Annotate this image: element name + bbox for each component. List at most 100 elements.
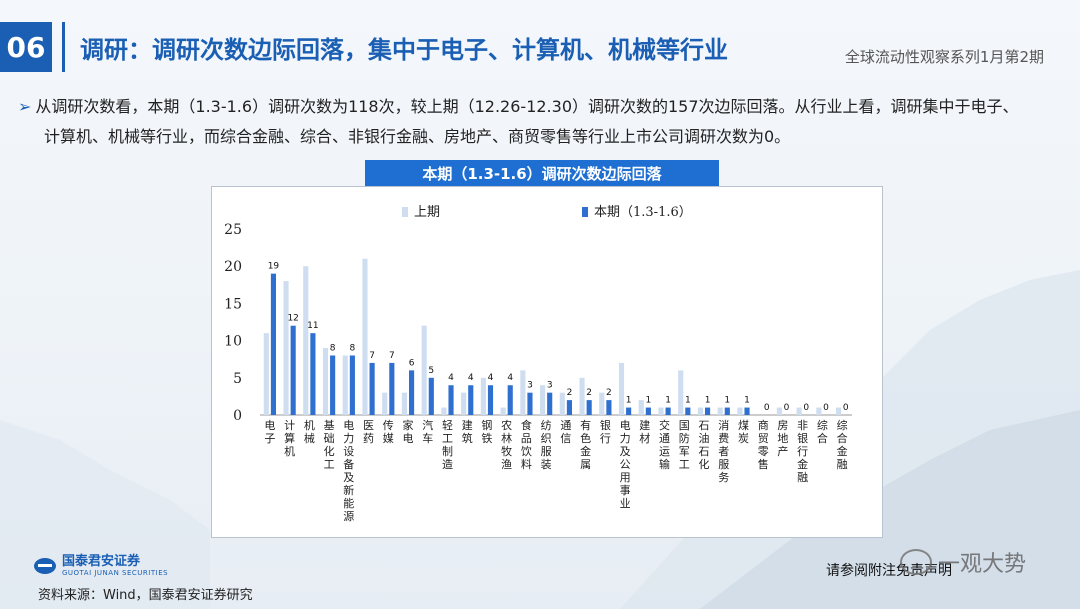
bar — [382, 392, 388, 415]
data-label: 4 — [468, 373, 474, 383]
bar — [428, 377, 434, 415]
bar — [717, 407, 723, 415]
bar — [448, 385, 454, 415]
data-label: 0 — [823, 403, 829, 413]
bar — [330, 355, 336, 415]
bar — [816, 407, 822, 415]
x-tick-label: 机械 — [304, 418, 315, 445]
bar — [776, 407, 782, 415]
x-tick-label: 商贸零售 — [758, 418, 769, 471]
data-label: 1 — [665, 396, 671, 406]
company-logo: 国泰君安证券 GUOTAI JUNAN SECURITIES — [34, 555, 168, 577]
data-label: 3 — [547, 381, 553, 391]
bar — [678, 370, 684, 415]
data-label: 1 — [724, 396, 730, 406]
legend-label: 本期（1.3-1.6） — [594, 205, 692, 220]
data-label: 4 — [488, 373, 494, 383]
y-tick-label: 25 — [224, 222, 242, 238]
bar — [579, 377, 585, 415]
x-tick-label: 电子 — [264, 419, 275, 445]
bar — [540, 385, 546, 415]
bar — [500, 407, 506, 415]
bar — [480, 377, 486, 415]
bar — [520, 370, 526, 415]
bar — [263, 333, 269, 415]
x-tick-label: 国防军工 — [679, 419, 690, 471]
report-series-name: 全球流动性观察系列1月第2期 — [844, 48, 1044, 66]
data-label: 6 — [409, 358, 415, 368]
data-label: 12 — [287, 314, 298, 324]
bar — [665, 407, 671, 415]
bar — [638, 400, 644, 415]
data-label: 2 — [567, 388, 573, 398]
bar — [389, 362, 395, 415]
x-tick-label: 基础化工 — [324, 419, 335, 471]
chart-title: 本期（1.3-1.6）调研次数边际回落 — [365, 160, 719, 186]
bar — [409, 370, 415, 415]
bar — [322, 348, 329, 415]
bar — [606, 400, 612, 415]
x-tick-label: 综合 — [817, 418, 828, 445]
summary-line-2: 计算机、机械等行业，而综合金融、综合、非银行金融、房地产、商贸零售等行业上市公司… — [44, 127, 791, 146]
bar — [310, 333, 316, 415]
x-tick-label: 房地产 — [777, 419, 788, 458]
logo-cn: 国泰君安证券 — [62, 554, 141, 569]
y-tick-label: 15 — [224, 296, 242, 312]
data-label: 4 — [507, 373, 513, 383]
bar — [547, 392, 553, 415]
x-tick-label: 交通运输 — [659, 418, 670, 471]
x-tick-label: 石油石化 — [699, 419, 710, 471]
data-label: 0 — [843, 403, 849, 413]
data-label: 0 — [764, 403, 770, 413]
bar — [559, 392, 565, 415]
bar — [487, 385, 494, 415]
data-label: 1 — [645, 396, 651, 406]
bar — [697, 407, 703, 415]
bar — [507, 385, 513, 415]
x-tick-label: 建材 — [639, 418, 650, 445]
bar — [658, 407, 664, 415]
bar — [290, 325, 296, 415]
bar — [349, 355, 355, 415]
x-tick-label: 食品饮料 — [521, 418, 532, 471]
bar — [599, 392, 605, 415]
bar — [796, 407, 802, 415]
x-tick-label: 消费者服务 — [718, 418, 729, 484]
x-tick-label: 传媒 — [383, 419, 394, 445]
x-tick-label: 通信 — [560, 419, 571, 445]
y-tick-label: 5 — [233, 371, 242, 387]
bar — [362, 258, 368, 415]
x-tick-label: 钢铁 — [481, 419, 492, 445]
summary-bullet: ➢ 从调研次数看，本期（1.3-1.6）调研次数为118次，较上期（12.26-1… — [18, 92, 1048, 152]
bar — [527, 392, 533, 415]
data-label: 3 — [527, 381, 533, 391]
bar — [342, 355, 348, 415]
data-label: 8 — [330, 343, 336, 353]
data-label: 1 — [744, 396, 750, 406]
x-tick-label: 家电 — [403, 418, 414, 445]
y-tick-label: 10 — [224, 334, 242, 350]
data-label: 0 — [784, 403, 790, 413]
bar — [705, 407, 711, 415]
data-label: 11 — [307, 321, 318, 331]
wechat-icon — [900, 549, 932, 575]
title-divider — [62, 22, 65, 72]
x-tick-label: 电力设备及新能源 — [343, 419, 354, 523]
x-tick-label: 非银行金融 — [797, 419, 808, 484]
bar-chart: 0 5 10 15 20 25 上期 本期（1.3-1.6） 19 电子 12 计算机 11 机械 8 基础化… — [211, 186, 883, 538]
data-label: 0 — [803, 403, 809, 413]
bar — [369, 362, 375, 415]
watermark: 一观大势 — [900, 546, 1026, 578]
x-tick-label: 纺织服装 — [541, 418, 552, 471]
data-label: 4 — [448, 373, 454, 383]
bar — [283, 281, 289, 415]
logo-en: GUOTAI JUNAN SECURITIES — [62, 569, 169, 577]
data-label: 7 — [389, 351, 395, 361]
data-label: 1 — [626, 396, 632, 406]
bar — [645, 407, 651, 415]
x-tick-label: 轻工制造 — [442, 418, 453, 471]
y-tick-label: 0 — [233, 408, 242, 424]
y-tick-label: 20 — [224, 259, 242, 275]
bar — [468, 385, 474, 415]
